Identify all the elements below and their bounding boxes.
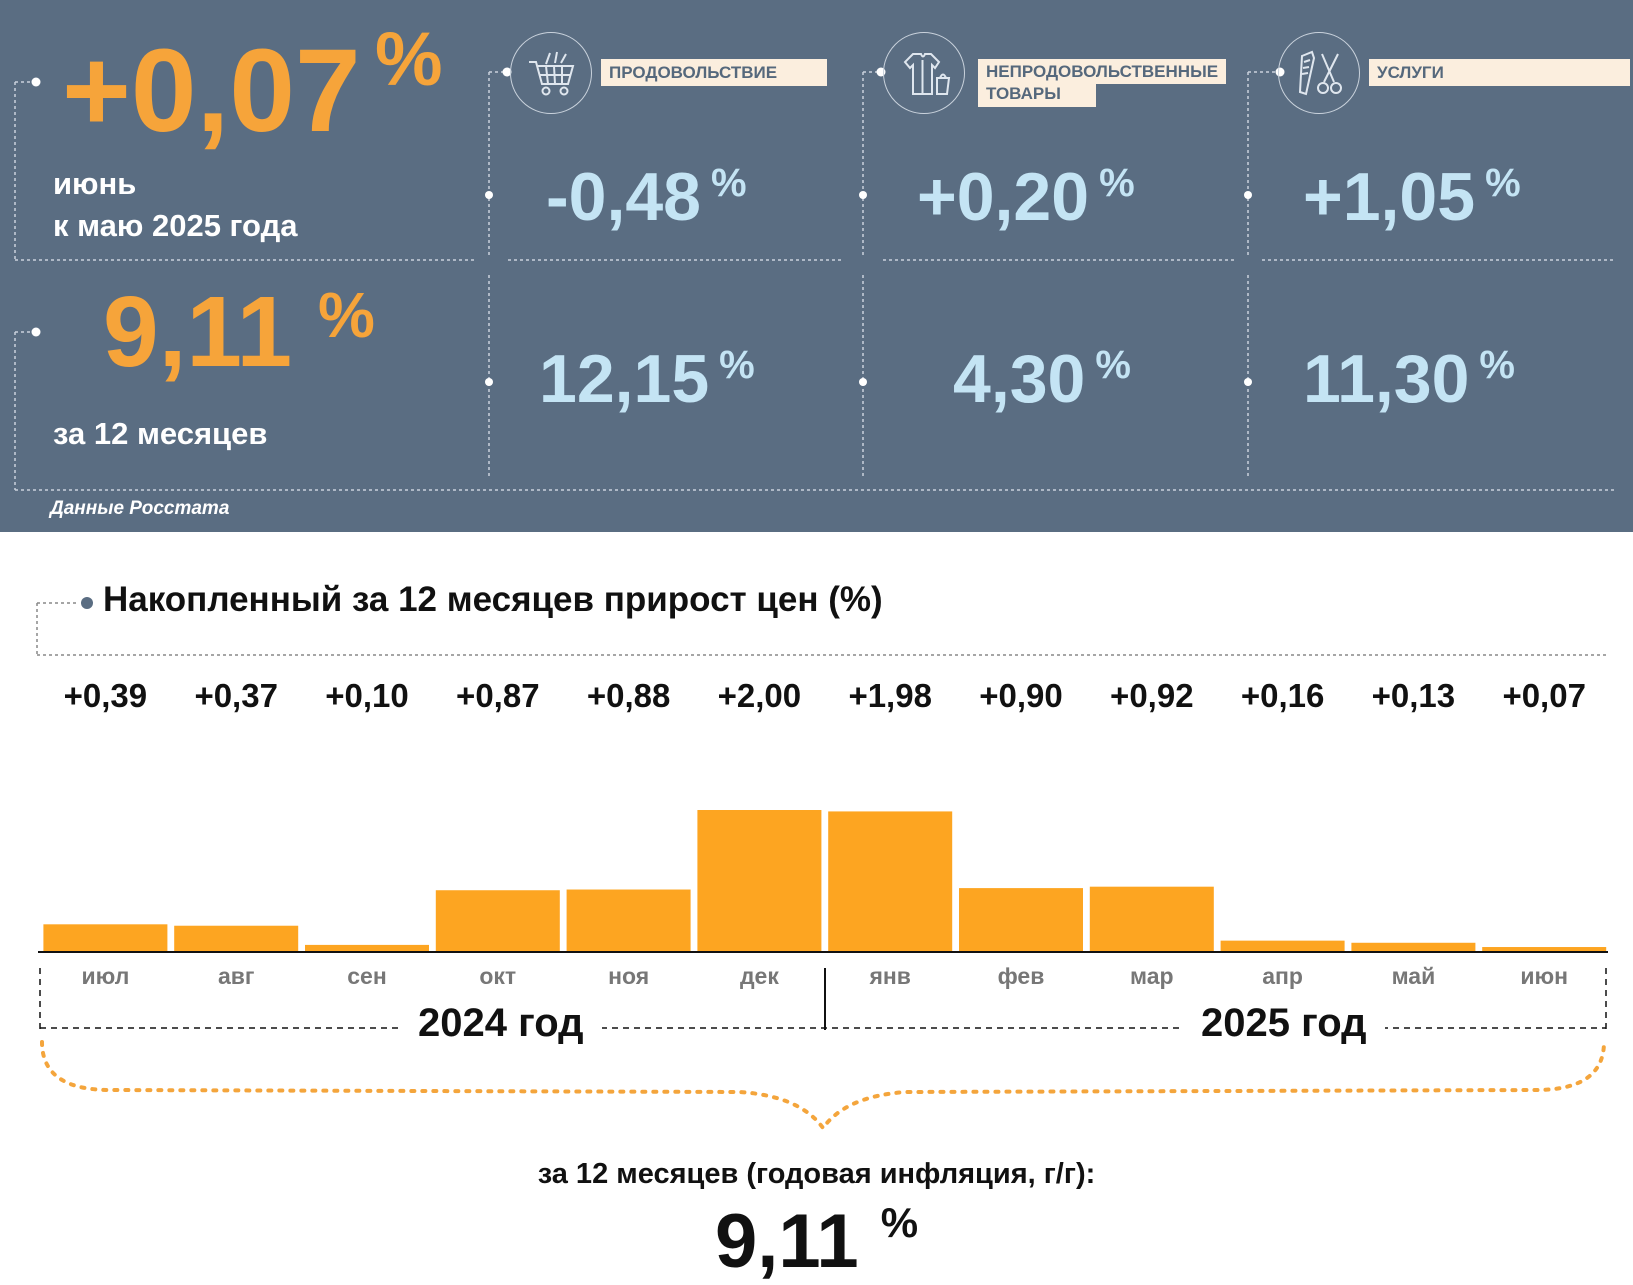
month-axis: июл авг сен окт ноя дек янв фев мар апр май июн bbox=[39, 963, 1607, 1130]
month-label-янв: янв bbox=[868, 963, 910, 989]
nonfood-annual-unit: % bbox=[1095, 343, 1131, 387]
nonfood-annual-change: 4,30% bbox=[953, 345, 1131, 413]
bar-авг bbox=[174, 925, 299, 952]
chart-title-guides bbox=[36, 597, 1608, 656]
services-monthly-unit: % bbox=[1485, 161, 1521, 205]
bar-value-label-сен: +0,10 bbox=[325, 677, 409, 714]
food-annual-change: 12,15% bbox=[539, 345, 755, 413]
month-label-сен: сен bbox=[347, 963, 386, 989]
services-annual-unit: % bbox=[1479, 343, 1515, 387]
services-monthly-change: +1,05% bbox=[1303, 163, 1521, 231]
comb-scissors-icon bbox=[1278, 32, 1360, 114]
chart-title: Накопленный за 12 месяцев прирост цен (%… bbox=[103, 580, 883, 619]
bar-value-label-июл: +0,39 bbox=[64, 677, 148, 714]
category-label-food: ПРОДОВОЛЬСТВИЕ bbox=[601, 59, 827, 86]
month-label-дек: дек bbox=[740, 963, 779, 989]
bar-июн bbox=[1482, 947, 1607, 952]
annual-inflation-value: 9,11 bbox=[103, 276, 293, 388]
year-label-2024: 2024 год bbox=[400, 1001, 602, 1046]
bar-июл bbox=[43, 924, 168, 952]
category-label-nonfood-line2: ТОВАРЫ bbox=[978, 84, 1096, 107]
bar-value-label-фев: +0,90 bbox=[979, 677, 1063, 714]
services-annual-change: 11,30% bbox=[1303, 345, 1515, 413]
category-label-nonfood: НЕПРОДОВОЛЬСТВЕННЫЕ ТОВАРЫ bbox=[978, 59, 1227, 107]
bar-мар bbox=[1089, 886, 1214, 952]
panel-guide-lines bbox=[14, 67, 1615, 491]
bar-value-label-ноя: +0,88 bbox=[587, 677, 671, 714]
month-label-авг: авг bbox=[218, 963, 255, 989]
food-monthly-value: -0,48 bbox=[546, 159, 701, 235]
bar-дек bbox=[697, 810, 822, 952]
category-label-nonfood-line1: НЕПРОДОВОЛЬСТВЕННЫЕ bbox=[978, 59, 1227, 84]
data-source: Данные Росстата bbox=[50, 498, 230, 519]
annual-inflation-unit: % bbox=[318, 279, 375, 351]
month-label-ноя: ноя bbox=[608, 963, 649, 989]
bar-value-label-мар: +0,92 bbox=[1110, 677, 1194, 714]
nonfood-monthly-change: +0,20% bbox=[917, 163, 1135, 231]
bar-value-label-май: +0,13 bbox=[1372, 677, 1456, 714]
food-annual-unit: % bbox=[719, 343, 755, 387]
month-label-окт: окт bbox=[479, 963, 516, 989]
bar-янв bbox=[828, 811, 953, 952]
year-label-2025: 2025 год bbox=[1183, 1001, 1385, 1046]
bar-value-labels: +0,39 +0,37 +0,10 +0,87 +0,88 +2,00 +1,98 +0,90… bbox=[64, 677, 1586, 714]
month-label-апр: апр bbox=[1262, 963, 1303, 989]
bar-value-label-авг: +0,37 bbox=[194, 677, 278, 714]
services-monthly-value: +1,05 bbox=[1303, 159, 1476, 235]
summary-unit: % bbox=[880, 1199, 919, 1246]
monthly-period-label-line1: июнь bbox=[53, 166, 137, 201]
bar-окт bbox=[435, 890, 560, 952]
bar-сен bbox=[305, 944, 429, 952]
monthly-inflation-unit: % bbox=[375, 17, 443, 102]
nonfood-annual-value: 4,30 bbox=[953, 341, 1086, 417]
summary-value: 9,11 bbox=[714, 1199, 859, 1284]
bar-value-label-янв: +1,98 bbox=[848, 677, 932, 714]
month-labels: июл авг сен окт ноя дек янв фев мар апр май июн bbox=[81, 963, 1568, 989]
month-label-май: май bbox=[1392, 963, 1436, 989]
annual-period-label: за 12 месяцев bbox=[53, 416, 268, 451]
monthly-inflation-value: +0,07 bbox=[62, 25, 361, 157]
month-label-июн: июн bbox=[1520, 963, 1568, 989]
category-label-services: УСЛУГИ bbox=[1369, 59, 1630, 86]
nonfood-monthly-value: +0,20 bbox=[917, 159, 1090, 235]
bars bbox=[43, 810, 1607, 952]
shopping-cart-icon bbox=[510, 32, 592, 114]
food-annual-value: 12,15 bbox=[539, 341, 710, 417]
bar-value-label-июн: +0,07 bbox=[1502, 677, 1586, 714]
bar-апр bbox=[1220, 940, 1345, 952]
inflation-panel: +0,07 % июнь к маю 2025 года 9,11 % за 1… bbox=[0, 0, 1633, 532]
clothes-icon bbox=[883, 32, 965, 114]
monthly-period-label-line2: к маю 2025 года bbox=[53, 208, 298, 243]
bar-фев bbox=[959, 888, 1083, 952]
bar-май bbox=[1351, 942, 1476, 952]
month-label-фев: фев bbox=[998, 963, 1045, 989]
summary-annual-inflation: 9,11% bbox=[0, 1202, 1633, 1280]
bar-ноя bbox=[566, 889, 691, 952]
month-label-мар: мар bbox=[1130, 963, 1174, 989]
summary-label: за 12 месяцев (годовая инфляция, г/г): bbox=[537, 1158, 1096, 1190]
nonfood-monthly-unit: % bbox=[1099, 161, 1135, 205]
bar-value-label-апр: +0,16 bbox=[1241, 677, 1325, 714]
monthly-inflation-bar-chart: +0,39 +0,37 +0,10 +0,87 +0,88 +2,00 +1,98 +0,90… bbox=[38, 677, 1608, 953]
food-monthly-change: -0,48% bbox=[546, 163, 747, 231]
bar-value-label-окт: +0,87 bbox=[456, 677, 540, 714]
services-annual-value: 11,30 bbox=[1303, 341, 1470, 417]
month-label-июл: июл bbox=[81, 963, 129, 989]
bar-value-label-дек: +2,00 bbox=[718, 677, 802, 714]
summary-brace bbox=[40, 1040, 1606, 1130]
food-monthly-unit: % bbox=[711, 161, 747, 205]
